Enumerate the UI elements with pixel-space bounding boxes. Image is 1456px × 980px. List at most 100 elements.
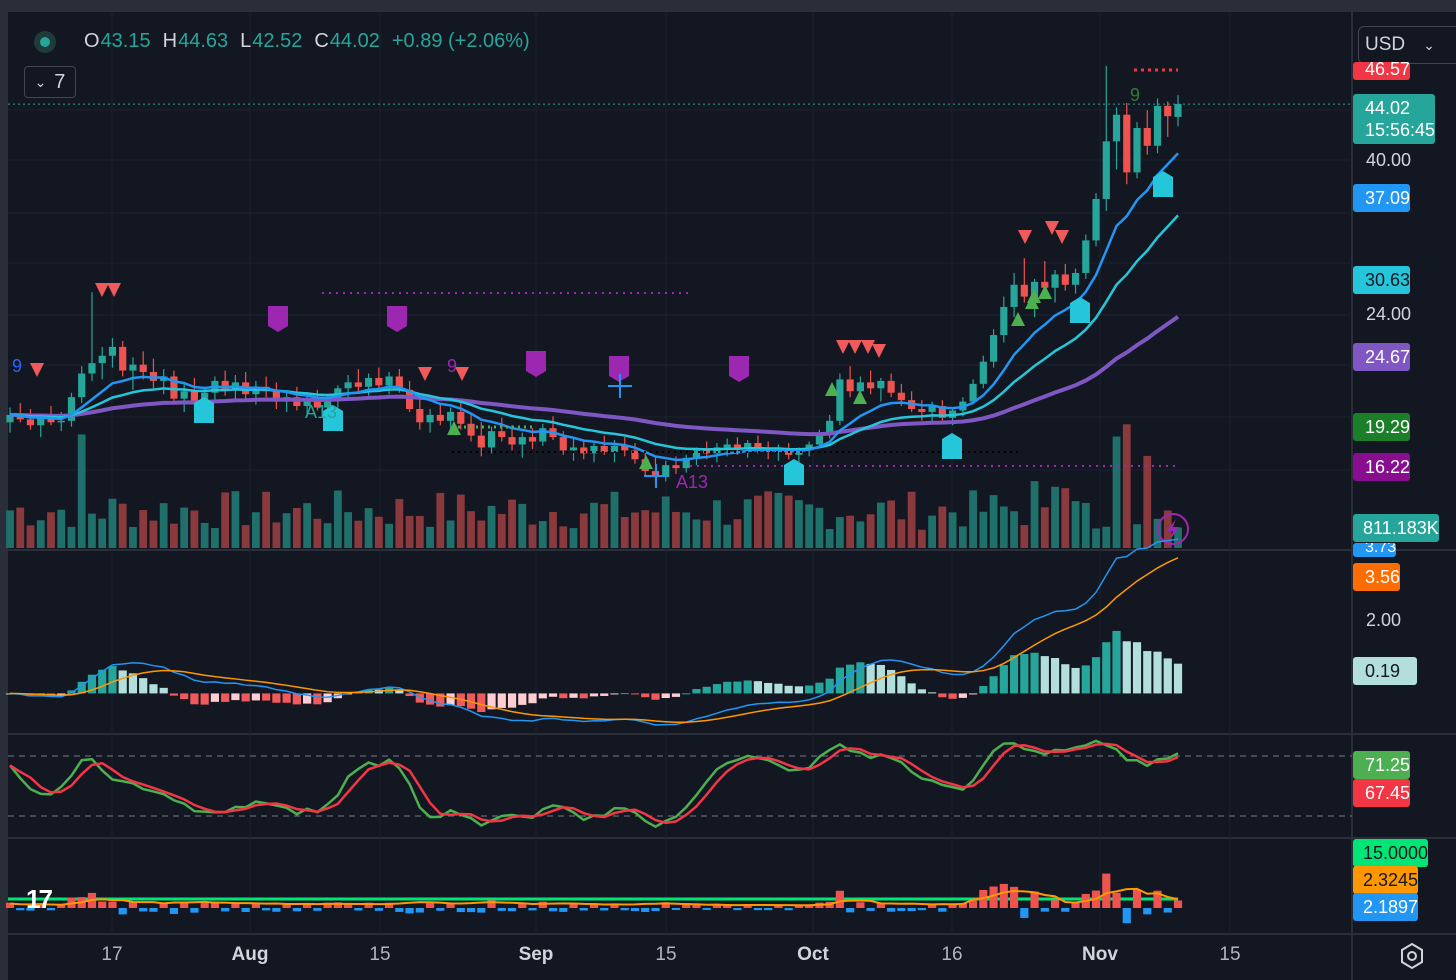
buy-signal-icon (825, 382, 839, 396)
adx-hist-bar (968, 900, 978, 908)
left-edge (0, 0, 8, 980)
macd-hist-bar (1132, 642, 1142, 694)
adx-hist-bar (456, 908, 465, 913)
sell-signal-icon (872, 344, 886, 358)
volume-bar (1174, 527, 1182, 548)
volume-bar (282, 513, 291, 548)
close-label: C (314, 30, 329, 52)
macd-hist-bar (764, 682, 773, 694)
adx-hist-bar (518, 902, 527, 908)
macd-hist-bar (989, 676, 998, 694)
adx-hist-bar (784, 908, 793, 911)
candle-body (856, 382, 864, 392)
adx-hist-bar (466, 908, 476, 913)
candle-body (446, 411, 455, 421)
macd-hist-bar (866, 663, 875, 694)
volume-bar (1092, 528, 1100, 548)
macd-line (9, 538, 1179, 726)
volume-bar (805, 504, 814, 548)
candle-body (580, 447, 588, 454)
candle-body (928, 406, 936, 412)
candle-body (47, 417, 55, 423)
macd-hist-bar (671, 693, 681, 697)
candle-body (170, 376, 178, 399)
time-axis-label: 15 (655, 944, 677, 965)
market-status-icon[interactable] (34, 30, 56, 53)
adx-hist-bar (1050, 900, 1060, 908)
volume-bar (497, 513, 506, 548)
macd-hist-bar (1091, 657, 1101, 694)
volume-bar (16, 507, 25, 548)
macd-hist-bar (917, 689, 926, 694)
macd-hist-bar (1071, 667, 1080, 694)
volume-bar (631, 512, 639, 548)
macd-hist-bar (907, 683, 916, 694)
purple-flag-icon (609, 356, 629, 382)
volume-bar (579, 513, 588, 548)
volume-bar (1010, 511, 1018, 548)
macd-hist-bar (784, 685, 793, 694)
adx-hist-bar (989, 886, 998, 908)
stoch-d-line (9, 742, 1179, 825)
macd-hist-bar (589, 693, 599, 697)
volume-bar (518, 503, 527, 548)
macd-hist-bar (1143, 651, 1152, 694)
adx-hist-bar (405, 908, 414, 914)
level-purple-tag: 16.22 (1353, 453, 1411, 481)
candle-body (6, 414, 14, 423)
macd-hist-bar (128, 673, 138, 694)
adx-hist-bar (1020, 908, 1029, 918)
indicators-collapse-button[interactable]: ⌄ 7 (24, 66, 76, 98)
currency-select[interactable]: USD ⌄ (1358, 26, 1456, 64)
macd-hist-bar (262, 693, 271, 701)
macd-hist-bar (815, 682, 824, 694)
candle-body (815, 432, 823, 445)
macd-hist-bar (395, 690, 404, 694)
adx-hist-bar (856, 902, 865, 908)
macd-hist-bar (1020, 654, 1029, 694)
volume-bar (36, 520, 45, 548)
adx-hist-bar (477, 908, 486, 913)
sell-signal-icon (861, 340, 875, 354)
volume-bar (1163, 510, 1172, 548)
volume-bar (723, 524, 732, 548)
volume-bar (149, 520, 158, 548)
candle-body (98, 355, 106, 364)
candle-body (78, 373, 86, 398)
purple-flag-icon (729, 356, 749, 382)
time-axis-label: 16 (941, 944, 963, 965)
adx-hist-bar (589, 903, 599, 908)
volume-bar (1061, 488, 1070, 548)
adx-hist-bar (344, 903, 353, 908)
candle-body (385, 376, 393, 386)
adx-hist-bar (395, 908, 404, 912)
tradingview-logo[interactable]: 17 (26, 884, 53, 914)
macd-hist-bar (518, 693, 527, 705)
adx-hist-bar (999, 883, 1008, 908)
sell-signal-icon (848, 340, 862, 354)
adx-hist-bar (1163, 908, 1172, 913)
candle-body (610, 445, 619, 452)
macd-hist-bar (221, 693, 230, 702)
bar-countdown: 15:56:45 (1365, 120, 1436, 140)
adx-hist-bar (579, 908, 588, 911)
candle-body (969, 383, 977, 402)
volume-bar (1030, 481, 1039, 548)
lightning-icon (1157, 513, 1189, 545)
chevron-down-icon: ⌄ (34, 73, 47, 90)
macd-hist-bar (241, 693, 250, 702)
candle-body (1102, 141, 1110, 200)
volume-bar (815, 507, 824, 548)
macd-hist-bar (190, 693, 199, 705)
volume-bar (846, 515, 855, 548)
volume-bar (1020, 524, 1029, 548)
adx-hist-bar (1102, 873, 1111, 908)
adx-hist-bar (333, 902, 342, 908)
settings-gear-icon[interactable] (1398, 942, 1426, 970)
time-axis-label: Nov (1082, 944, 1118, 965)
adx-hist-bar (323, 902, 332, 908)
volume-bar (764, 491, 773, 548)
volume-bar (405, 515, 414, 548)
macd-hist-bar (887, 669, 896, 694)
